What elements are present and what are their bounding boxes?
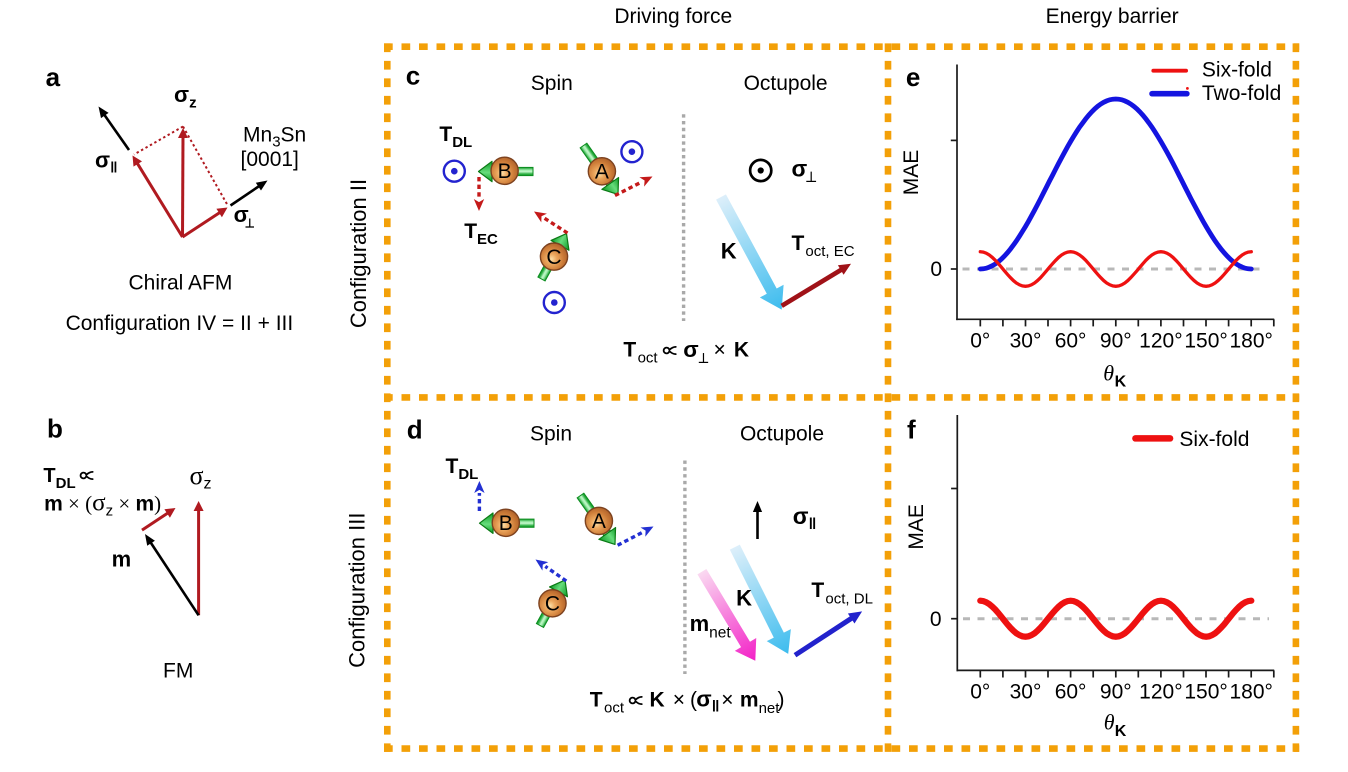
svg-text:K: K bbox=[1115, 723, 1127, 740]
svg-text:C: C bbox=[545, 593, 560, 616]
svg-text:σ‖: σ‖ bbox=[696, 687, 719, 716]
svg-text:e: e bbox=[906, 62, 920, 92]
svg-text:σz: σz bbox=[174, 82, 197, 112]
svg-text:120°: 120° bbox=[1139, 680, 1182, 703]
svg-text:Octupole: Octupole bbox=[744, 72, 828, 95]
svg-text:σ: σ bbox=[792, 156, 808, 182]
svg-text:FM: FM bbox=[163, 660, 193, 683]
svg-text:oct, EC: oct, EC bbox=[805, 243, 854, 260]
svg-text:Mn3Sn: Mn3Sn bbox=[243, 124, 306, 151]
svg-text:θ: θ bbox=[1103, 360, 1114, 385]
svg-text:×: × bbox=[721, 689, 733, 712]
svg-text:Driving force: Driving force bbox=[614, 5, 732, 28]
svg-text:C: C bbox=[546, 246, 561, 269]
svg-text:MAE: MAE bbox=[905, 504, 928, 550]
svg-text:): ) bbox=[778, 689, 785, 712]
svg-text:oct: oct bbox=[604, 699, 625, 716]
svg-text:150°: 150° bbox=[1184, 680, 1227, 703]
svg-text:Six-fold: Six-fold bbox=[1202, 58, 1272, 81]
svg-text:0: 0 bbox=[930, 608, 942, 631]
svg-text:120°: 120° bbox=[1139, 329, 1182, 352]
svg-text:m: m bbox=[112, 546, 132, 571]
svg-text:0°: 0° bbox=[970, 680, 990, 703]
svg-text:Octupole: Octupole bbox=[740, 423, 824, 446]
svg-text:K: K bbox=[736, 586, 752, 611]
svg-text:B: B bbox=[498, 160, 512, 183]
svg-text:Configuration II: Configuration II bbox=[346, 179, 371, 328]
svg-text:[0001]: [0001] bbox=[241, 148, 299, 171]
svg-text:(: ( bbox=[690, 689, 697, 712]
svg-text:σ‖: σ‖ bbox=[793, 503, 817, 533]
svg-text:T: T bbox=[590, 689, 603, 712]
svg-text:b: b bbox=[47, 414, 63, 444]
svg-text:T: T bbox=[623, 339, 636, 362]
svg-text:0°: 0° bbox=[970, 329, 990, 352]
svg-text:180°: 180° bbox=[1229, 329, 1272, 352]
svg-text:f: f bbox=[907, 415, 916, 445]
svg-text:σ: σ bbox=[683, 337, 698, 362]
svg-text:mnet: mnet bbox=[740, 689, 780, 717]
svg-text:c: c bbox=[406, 61, 420, 91]
svg-text:Chiral AFM: Chiral AFM bbox=[128, 272, 232, 295]
svg-text:TDL: TDL bbox=[43, 465, 75, 492]
svg-text:TEC: TEC bbox=[464, 220, 498, 248]
svg-text:90°: 90° bbox=[1100, 680, 1132, 703]
svg-text:m × (σz × m): m × (σz × m) bbox=[44, 490, 161, 520]
svg-text:θ: θ bbox=[1104, 710, 1115, 735]
svg-text:0: 0 bbox=[930, 258, 942, 281]
svg-text:T: T bbox=[792, 232, 805, 255]
svg-text:30°: 30° bbox=[1010, 680, 1042, 703]
svg-text:Configuration IV = II + III: Configuration IV = II + III bbox=[66, 312, 294, 335]
svg-text:MAE: MAE bbox=[900, 150, 923, 196]
svg-text:Configuration III: Configuration III bbox=[345, 513, 370, 668]
svg-text:60°: 60° bbox=[1055, 329, 1087, 352]
svg-text:×: × bbox=[714, 339, 726, 362]
svg-text:K: K bbox=[650, 689, 665, 712]
svg-text:60°: 60° bbox=[1055, 680, 1087, 703]
svg-text:oct, DL: oct, DL bbox=[825, 590, 873, 607]
svg-text:TDL: TDL bbox=[439, 123, 472, 151]
svg-text:×: × bbox=[673, 689, 685, 712]
svg-text:K: K bbox=[734, 339, 749, 362]
svg-text:150°: 150° bbox=[1184, 329, 1227, 352]
svg-text:d: d bbox=[407, 415, 423, 445]
svg-text:K: K bbox=[1115, 374, 1127, 391]
svg-text:TDL: TDL bbox=[446, 455, 479, 483]
svg-text:K: K bbox=[721, 239, 737, 264]
svg-text:T: T bbox=[811, 579, 824, 602]
svg-text:oct: oct bbox=[638, 349, 659, 366]
svg-text:A: A bbox=[595, 161, 609, 184]
svg-text:B: B bbox=[499, 512, 513, 535]
svg-text:30°: 30° bbox=[1010, 329, 1042, 352]
svg-text:Spin: Spin bbox=[530, 423, 572, 446]
svg-text:A: A bbox=[592, 510, 606, 533]
svg-text:Spin: Spin bbox=[531, 72, 573, 95]
svg-text:σ‖: σ‖ bbox=[95, 147, 118, 176]
svg-text:a: a bbox=[46, 62, 61, 92]
svg-text:Six-fold: Six-fold bbox=[1179, 428, 1249, 451]
svg-text:180°: 180° bbox=[1229, 680, 1272, 703]
svg-text:90°: 90° bbox=[1100, 329, 1132, 352]
svg-text:Two-fold: Two-fold bbox=[1202, 82, 1281, 105]
svg-text:σ: σ bbox=[234, 202, 249, 227]
svg-text:Energy barrier: Energy barrier bbox=[1046, 5, 1179, 28]
svg-text:σz: σz bbox=[190, 461, 212, 493]
